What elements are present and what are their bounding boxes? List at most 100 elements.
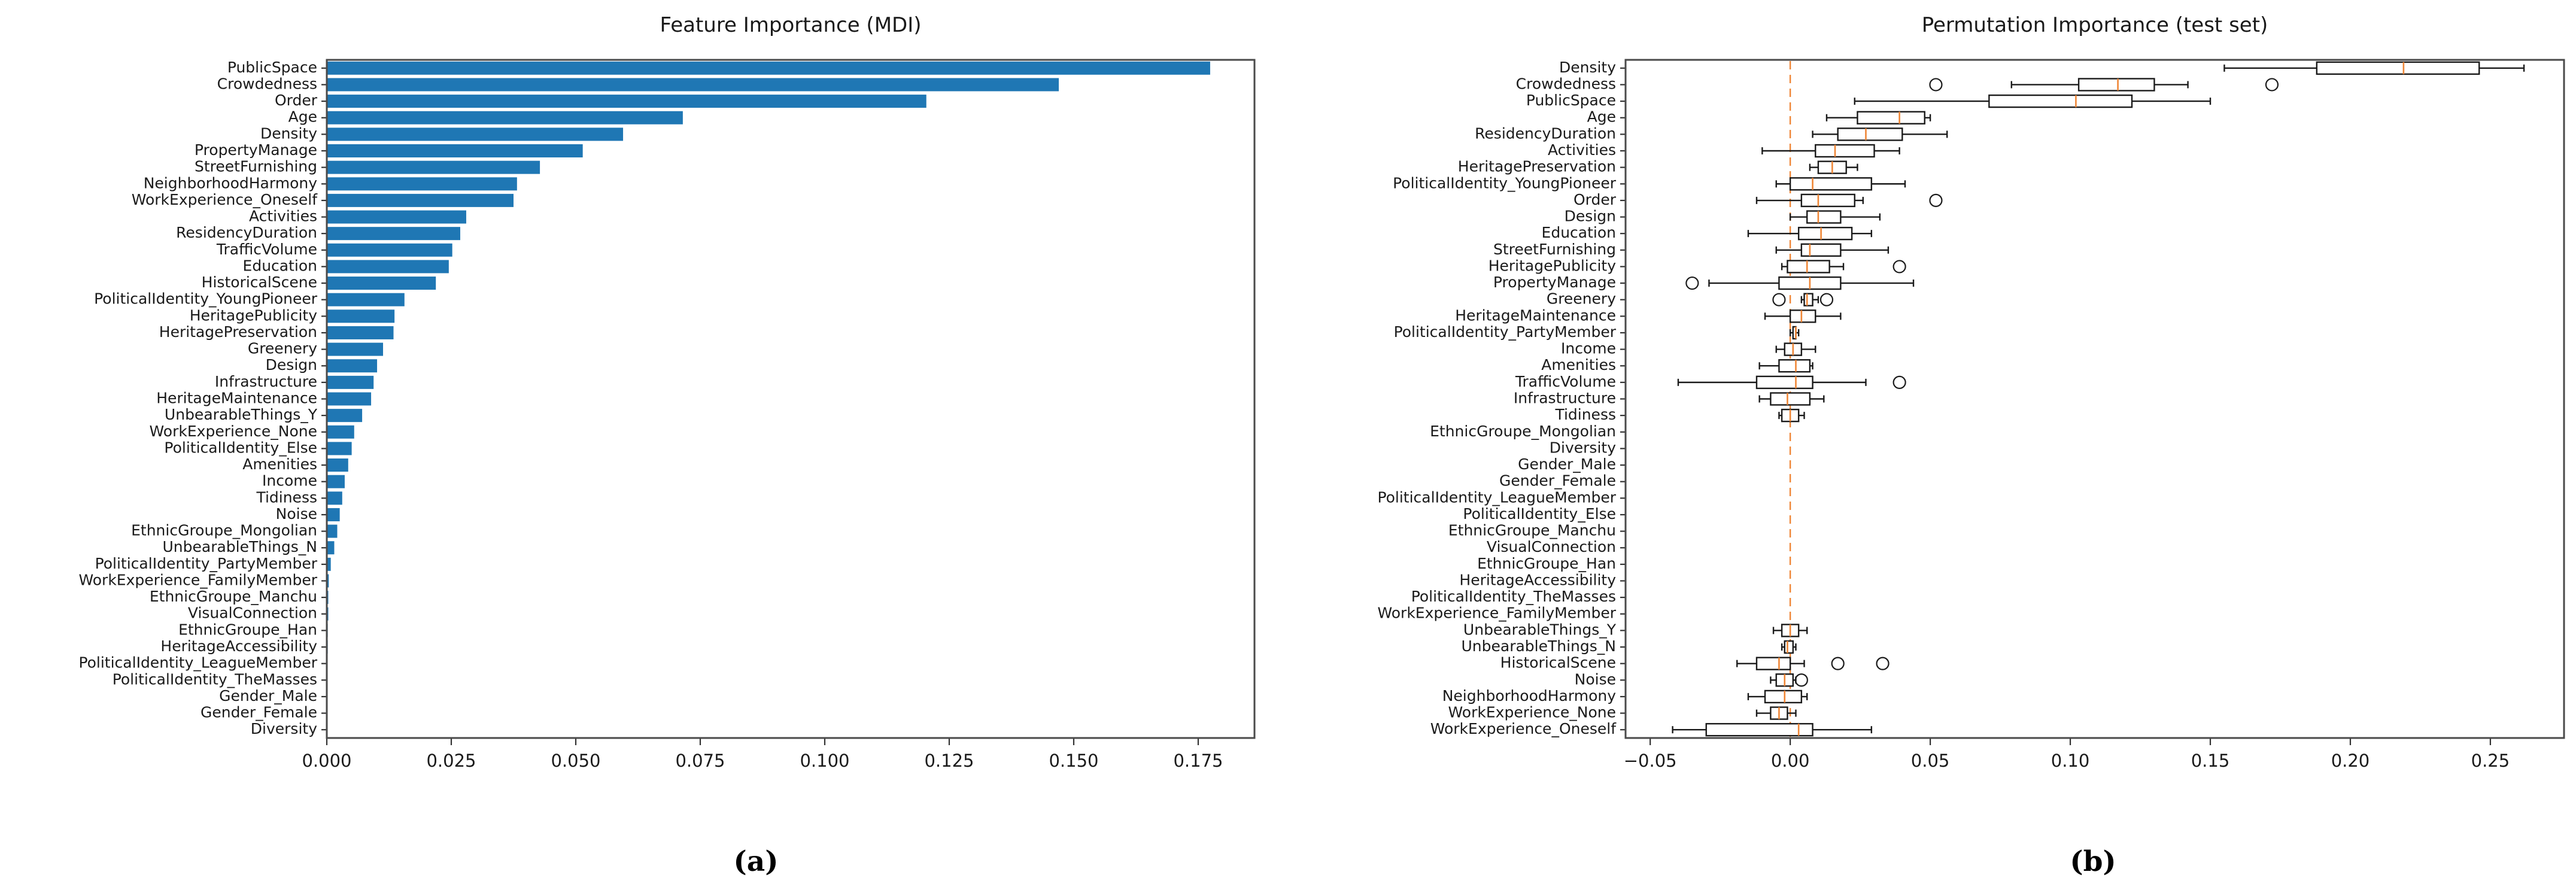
y-tick-label: PoliticalIdentity_TheMasses bbox=[1411, 588, 1616, 605]
boxplot-row-StreetFurnishing bbox=[1775, 243, 1890, 257]
bar-chart-mdi: PublicSpaceCrowdednessOrderAgeDensityPro… bbox=[78, 59, 1256, 771]
bar-Greenery bbox=[327, 342, 384, 356]
boxplot-row-PoliticalIdentity_PartyMember bbox=[1789, 326, 1800, 340]
boxplot-row-WorkExperience_None bbox=[1755, 706, 1797, 720]
iqr-box bbox=[1787, 260, 1830, 274]
y-tick-label: PropertyManage bbox=[1493, 274, 1616, 291]
boxplot-row-Age bbox=[1825, 111, 1931, 124]
y-tick-label: PoliticalIdentity_Else bbox=[1463, 505, 1616, 523]
y-tick-label: HistoricalScene bbox=[202, 274, 317, 291]
iqr-box bbox=[1755, 375, 1813, 390]
y-tick-label: Gender_Male bbox=[219, 687, 317, 704]
y-tick-label: TrafficVolume bbox=[216, 241, 317, 258]
boxplot-row-HeritagePublicity bbox=[1781, 260, 1906, 274]
bar-HeritagePublicity bbox=[327, 309, 395, 323]
y-tick-label: HistoricalScene bbox=[1500, 654, 1616, 672]
bar-Order bbox=[327, 95, 926, 108]
bar-Activities bbox=[327, 210, 466, 224]
y-tick-label: Gender_Female bbox=[201, 704, 317, 721]
bar-PropertyManage bbox=[327, 144, 583, 157]
y-tick-label: WorkExperience_None bbox=[150, 423, 317, 440]
y-tick-label: EthnicGroupe_Manchu bbox=[150, 588, 317, 605]
bar-NeighborhoodHarmony bbox=[327, 177, 517, 191]
y-tick-label: Infrastructure bbox=[1514, 390, 1616, 407]
y-tick-label: VisualConnection bbox=[1487, 538, 1616, 555]
y-tick-label: PublicSpace bbox=[227, 59, 317, 76]
y-tick-label: UnbearableThings_Y bbox=[1463, 621, 1617, 638]
y-tick-label: WorkExperience_Oneself bbox=[132, 191, 318, 208]
y-tick-label: Density bbox=[260, 124, 317, 142]
bar-Income bbox=[327, 475, 345, 488]
y-tick-label: Education bbox=[243, 257, 317, 274]
bar-WorkExperience_Oneself bbox=[327, 193, 514, 207]
iqr-box bbox=[1789, 177, 1873, 191]
outlier-marker bbox=[1819, 293, 1834, 306]
y-tick-label: Amenities bbox=[1541, 356, 1616, 373]
y-tick-label: Tidiness bbox=[1554, 406, 1616, 423]
chart-b-title: Permutation Importance (test set) bbox=[1921, 13, 2268, 37]
y-tick-label: PoliticalIdentity_PartyMember bbox=[1394, 323, 1617, 341]
y-tick-label: PropertyManage bbox=[195, 141, 317, 159]
iqr-box bbox=[1815, 144, 1875, 158]
boxplot-row-NeighborhoodHarmony bbox=[1747, 690, 1808, 704]
iqr-box bbox=[1797, 226, 1853, 241]
y-tick-label: TrafficVolume bbox=[1515, 373, 1616, 390]
boxplot-row-UnbearableThings_N bbox=[1781, 640, 1797, 654]
bar-Density bbox=[327, 127, 624, 141]
boxplot-row-Tidiness bbox=[1778, 408, 1805, 423]
y-tick-label: VisualConnection bbox=[188, 605, 317, 622]
y-tick-label: Crowdedness bbox=[1516, 75, 1616, 92]
x-tick-label: 0.20 bbox=[2331, 751, 2370, 771]
outlier-marker bbox=[1892, 375, 1906, 389]
y-tick-label: Gender_Male bbox=[1518, 455, 1616, 473]
bar-WorkExperience_FamilyMember bbox=[327, 574, 329, 588]
x-tick-label: 0.125 bbox=[924, 751, 974, 771]
y-tick-label: Design bbox=[266, 356, 317, 373]
x-tick-label: 0.150 bbox=[1049, 751, 1098, 771]
y-tick-label: EthnicGroupe_Han bbox=[1477, 555, 1616, 572]
x-tick-label: 0.175 bbox=[1173, 751, 1223, 771]
y-tick-label: Activities bbox=[1548, 141, 1616, 159]
y-tick-label: Infrastructure bbox=[215, 373, 317, 390]
y-tick-label: Order bbox=[1573, 191, 1617, 208]
iqr-box bbox=[2316, 61, 2480, 75]
y-tick-label: WorkExperience_FamilyMember bbox=[79, 571, 318, 588]
x-tick-label: 0.05 bbox=[1911, 751, 1950, 771]
y-tick-label: PoliticalIdentity_Else bbox=[164, 439, 317, 456]
y-tick-label: WorkExperience_Oneself bbox=[1430, 720, 1617, 737]
iqr-box bbox=[1784, 640, 1794, 654]
boxplot-row-HistoricalScene bbox=[1736, 657, 1890, 670]
y-tick-label: NeighborhoodHarmony bbox=[1442, 687, 1617, 704]
bar-Crowdedness bbox=[327, 78, 1059, 92]
outlier-marker bbox=[1831, 657, 1845, 670]
y-tick-label: HeritagePublicity bbox=[190, 306, 318, 324]
bar-TrafficVolume bbox=[327, 243, 452, 257]
y-tick-label: ResidencyDuration bbox=[1475, 124, 1616, 142]
iqr-box bbox=[1800, 243, 1842, 257]
y-tick-label: StreetFurnishing bbox=[1493, 241, 1616, 258]
bar-HeritageMaintenance bbox=[327, 392, 372, 406]
boxplot-row-HeritagePreservation bbox=[1809, 160, 1858, 174]
y-tick-label: PoliticalIdentity_YoungPioneer bbox=[1393, 174, 1617, 192]
bar-Tidiness bbox=[327, 491, 342, 505]
outlier-marker bbox=[2265, 78, 2279, 92]
bar-UnbearableThings_N bbox=[327, 541, 335, 555]
x-tick-label: 0.075 bbox=[675, 751, 725, 771]
y-tick-label: Order bbox=[275, 92, 318, 109]
y-tick-label: Age bbox=[288, 108, 317, 126]
y-tick-label: HeritagePublicity bbox=[1489, 257, 1617, 274]
y-tick-label: Gender_Female bbox=[1499, 472, 1616, 490]
bar-Age bbox=[327, 111, 683, 124]
subfigure-a-caption: (a) bbox=[733, 845, 779, 878]
boxplot-row-Crowdedness bbox=[1929, 78, 2279, 92]
bar-PoliticalIdentity_Else bbox=[327, 442, 352, 455]
y-tick-label: Age bbox=[1587, 108, 1616, 126]
plot-border bbox=[1624, 59, 2565, 739]
y-tick-label: HeritageAccessibility bbox=[160, 637, 317, 655]
x-tick-label: −0.05 bbox=[1624, 751, 1677, 771]
boxplot-row-Order bbox=[1755, 193, 1943, 208]
iqr-box bbox=[2077, 78, 2155, 92]
bar-ResidencyDuration bbox=[327, 227, 460, 241]
